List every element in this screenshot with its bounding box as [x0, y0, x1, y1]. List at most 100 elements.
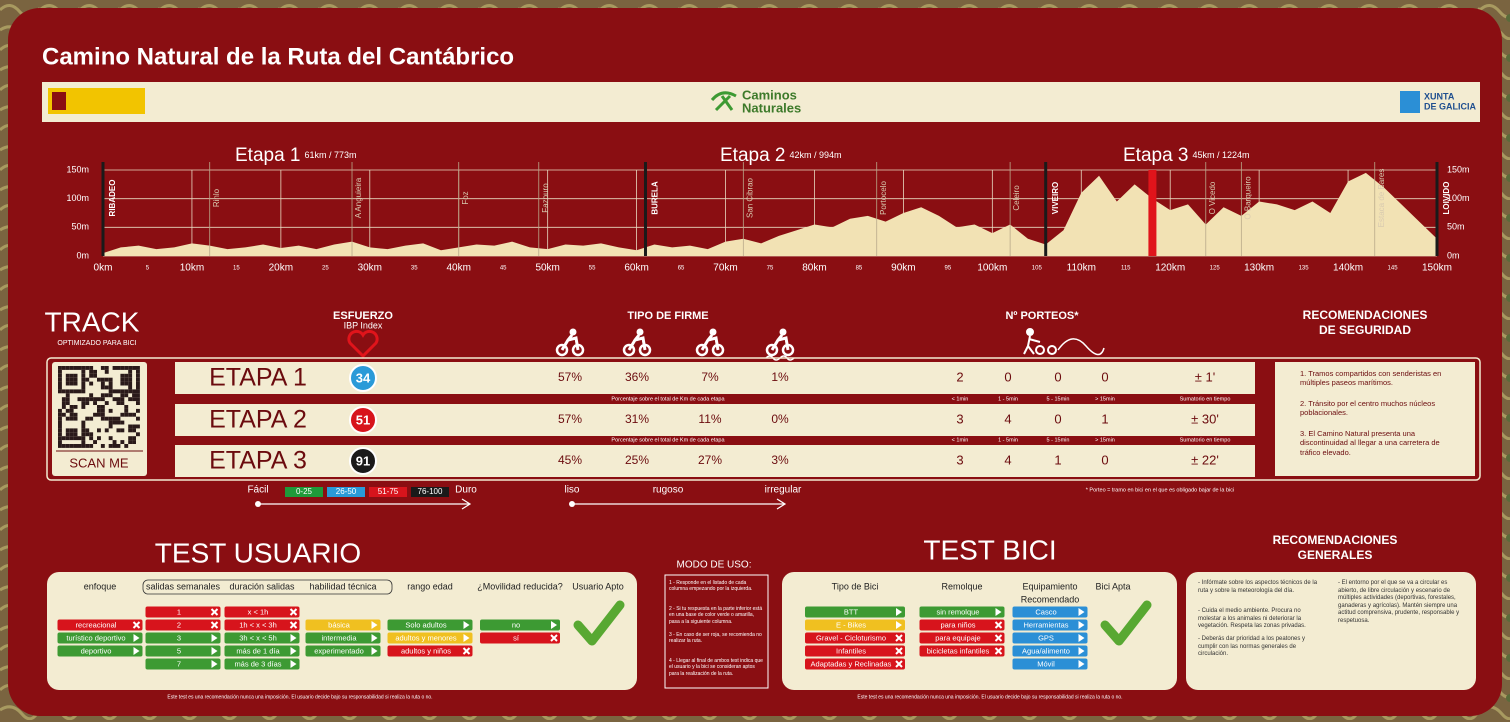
- qr-cell: [101, 386, 105, 390]
- qr-cell: [109, 378, 113, 382]
- test-footer: Este test es una recomendación nunca una…: [167, 694, 432, 700]
- option-label: recreacional: [76, 620, 117, 629]
- qr-cell: [97, 405, 101, 409]
- qr-cell: [128, 428, 132, 432]
- rider-head: [570, 329, 576, 335]
- qr-cell: [85, 378, 89, 382]
- qr-cell: [62, 413, 66, 417]
- qr-cell: [58, 386, 62, 390]
- option-label: 1: [177, 607, 181, 616]
- place-name: Celeiro: [1012, 185, 1021, 211]
- ibp-value: 34: [356, 370, 371, 385]
- qr-cell: [132, 428, 136, 432]
- qr-cell: [74, 405, 78, 409]
- qr-cell: [81, 366, 85, 370]
- usage-step: 2 - Si tu respuesta en la parte inferior…: [669, 606, 764, 625]
- qr-cell: [70, 405, 74, 409]
- x-tick-label: 145: [1388, 266, 1399, 272]
- qr-cell: [93, 440, 97, 444]
- usage-step: 1 - Responde en el listado de cada colum…: [669, 580, 764, 593]
- qr-cell: [136, 370, 140, 374]
- qr-cell: [128, 436, 132, 440]
- qr-cell: [109, 444, 113, 448]
- portage-caption: Sumatorio en tiempo: [1180, 396, 1231, 402]
- qr-cell: [62, 397, 66, 401]
- track-title: TRACK: [45, 306, 140, 337]
- qr-cell: [58, 382, 62, 386]
- portage-caption: 5 - 15min: [1047, 396, 1070, 402]
- qr-cell: [74, 417, 78, 421]
- qr-cell: [89, 382, 93, 386]
- qr-cell: [74, 436, 78, 440]
- portage-time: ± 1': [1195, 369, 1215, 384]
- walker-head: [1027, 329, 1033, 335]
- qr-cell: [89, 366, 93, 370]
- general-item: - Cuida el medio ambiente. Procura no mo…: [1198, 608, 1320, 631]
- qr-cell: [124, 366, 128, 370]
- qr-cell: [74, 378, 78, 382]
- qr-cell: [136, 432, 140, 436]
- qr-cell: [70, 374, 74, 378]
- qr-cell: [62, 405, 66, 409]
- column-header: duración salidas: [229, 581, 295, 591]
- qr-cell: [128, 374, 132, 378]
- surface-value: 11%: [698, 412, 721, 426]
- surface-value: 31%: [625, 412, 649, 426]
- qr-cell: [128, 370, 132, 374]
- y-tick-label: 0m: [76, 250, 89, 260]
- scale-easy: Fácil: [247, 485, 268, 496]
- column-header: Tipo de Bici: [832, 581, 879, 591]
- place-name: O Vicedo: [1208, 181, 1217, 214]
- qr-cell: [128, 389, 132, 393]
- general-title: RECOMENDACIONES: [1273, 533, 1398, 547]
- qr-cell: [70, 436, 74, 440]
- qr-cell: [120, 421, 124, 425]
- ibp-range-label: 51-75: [378, 487, 399, 496]
- test-footer: Este test es una recomendación nunca una…: [857, 694, 1122, 700]
- qr-cell: [81, 425, 85, 429]
- qr-cell: [101, 405, 105, 409]
- x-tick-label: 130km: [1244, 263, 1274, 274]
- qr-cell: [58, 409, 62, 413]
- option-pill: [480, 633, 560, 644]
- qr-cell: [105, 393, 109, 397]
- option-label: 3: [177, 633, 181, 642]
- qr-cell: [70, 378, 74, 382]
- option-pill: [146, 633, 221, 644]
- option-pill: [146, 659, 221, 670]
- qr-cell: [132, 366, 136, 370]
- surface-value: 36%: [625, 370, 649, 384]
- qr-cell: [66, 366, 70, 370]
- x-tick-label: 125: [1210, 266, 1221, 272]
- qr-cell: [101, 378, 105, 382]
- surface-value: 7%: [701, 370, 719, 384]
- column-header: Bici Apta: [1095, 581, 1130, 591]
- option-label: 5: [177, 646, 181, 655]
- qr-cell: [70, 409, 74, 413]
- qr-cell: [85, 417, 89, 421]
- portage-caption: Sumatorio en tiempo: [1180, 437, 1231, 443]
- qr-cell: [70, 444, 74, 448]
- qr-cell: [120, 397, 124, 401]
- stage-name: ETAPA 2: [209, 406, 307, 434]
- qr-cell: [124, 444, 128, 448]
- x-tick-label: 65: [678, 266, 685, 272]
- qr-cell: [132, 440, 136, 444]
- surface-value: 1%: [771, 370, 789, 384]
- safety-header: RECOMENDACIONES: [1303, 308, 1428, 322]
- qr-cell: [117, 397, 121, 401]
- qr-cell: [81, 389, 85, 393]
- qr-cell: [117, 401, 121, 405]
- signboard: Camino Natural de la Ruta del Cantábrico…: [0, 0, 1510, 722]
- option-label: no: [512, 620, 520, 629]
- qr-cell: [58, 444, 62, 448]
- usage-title: MODO DE USO:: [676, 560, 751, 571]
- highlight-marker: [1148, 170, 1156, 256]
- option-label: para niños: [940, 620, 975, 629]
- option-label: Agua/alimento: [1022, 646, 1070, 655]
- qr-cell: [66, 389, 70, 393]
- qr-cell: [120, 382, 124, 386]
- arrow-start: [255, 501, 261, 507]
- qr-cell: [58, 366, 62, 370]
- qr-cell: [62, 436, 66, 440]
